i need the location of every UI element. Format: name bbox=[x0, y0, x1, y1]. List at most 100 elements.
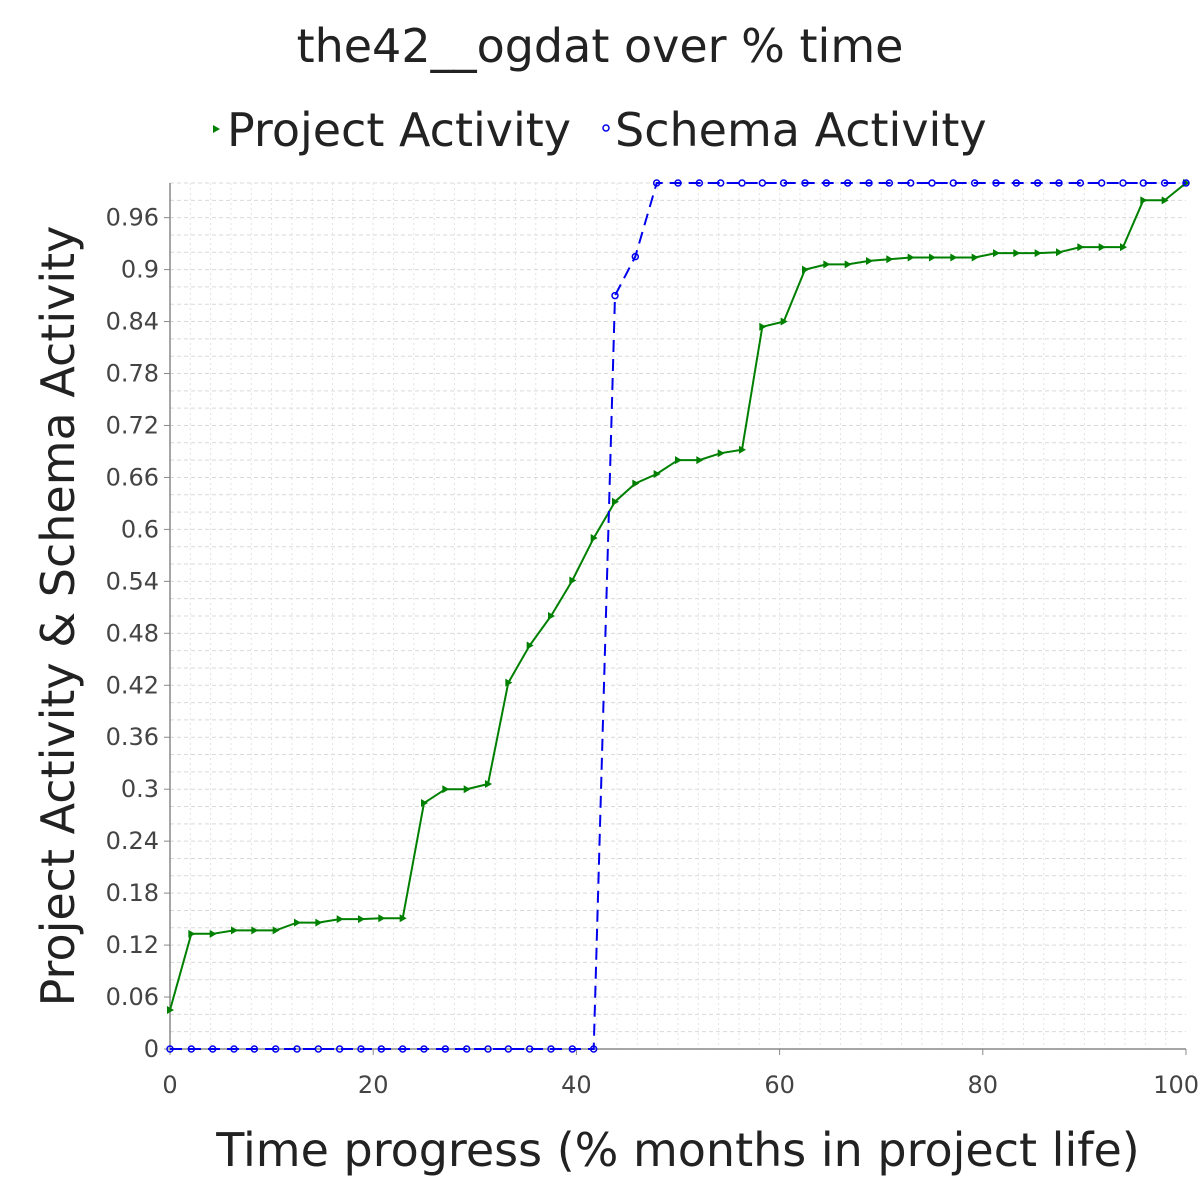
data-point-project-activity[interactable] bbox=[1077, 243, 1085, 252]
data-point-schema-activity[interactable] bbox=[547, 1045, 555, 1053]
data-point-schema-activity[interactable] bbox=[779, 179, 788, 187]
data-point-schema-activity[interactable] bbox=[314, 1045, 323, 1053]
data-point-project-activity[interactable] bbox=[780, 317, 788, 326]
data-point-schema-activity[interactable] bbox=[1055, 179, 1063, 187]
data-point-schema-activity[interactable] bbox=[992, 179, 1000, 187]
data-point-schema-activity[interactable] bbox=[758, 179, 767, 187]
data-point-project-activity[interactable] bbox=[907, 253, 915, 262]
data-point-project-activity[interactable] bbox=[272, 926, 280, 935]
data-point-project-activity[interactable] bbox=[971, 253, 979, 262]
data-point-schema-activity[interactable] bbox=[1097, 179, 1106, 187]
data-point-schema-activity[interactable] bbox=[611, 291, 619, 300]
legend-label-schema-activity: Schema Activity bbox=[615, 103, 987, 157]
data-point-schema-activity[interactable] bbox=[843, 179, 852, 187]
data-point-schema-activity[interactable] bbox=[293, 1045, 301, 1053]
data-point-schema-activity[interactable] bbox=[589, 1045, 598, 1053]
data-point-schema-activity[interactable] bbox=[484, 1045, 492, 1053]
data-point-project-activity[interactable] bbox=[717, 449, 725, 458]
data-point-project-activity[interactable] bbox=[1161, 196, 1169, 205]
data-point-project-activity[interactable] bbox=[1056, 248, 1063, 257]
data-point-schema-activity[interactable] bbox=[525, 1045, 534, 1053]
data-point-schema-activity[interactable] bbox=[1160, 179, 1169, 187]
data-point-schema-activity[interactable] bbox=[949, 179, 958, 187]
data-point-schema-activity[interactable] bbox=[801, 179, 809, 187]
data-point-project-activity[interactable] bbox=[590, 534, 598, 543]
data-point-schema-activity[interactable] bbox=[166, 1045, 174, 1053]
data-point-project-activity[interactable] bbox=[612, 497, 620, 506]
data-point-schema-activity[interactable] bbox=[906, 179, 915, 187]
data-point-project-activity[interactable] bbox=[209, 929, 217, 938]
data-point-schema-activity[interactable] bbox=[885, 179, 894, 187]
data-point-schema-activity[interactable] bbox=[970, 179, 979, 187]
data-point-project-activity[interactable] bbox=[188, 929, 196, 938]
data-point-schema-activity[interactable] bbox=[398, 1045, 407, 1053]
data-point-schema-activity[interactable] bbox=[357, 1045, 365, 1053]
data-point-project-activity[interactable] bbox=[315, 918, 323, 927]
data-point-project-activity[interactable] bbox=[759, 322, 767, 331]
data-point-schema-activity[interactable] bbox=[822, 179, 831, 187]
data-point-project-activity[interactable] bbox=[739, 445, 747, 454]
data-point-schema-activity[interactable] bbox=[230, 1045, 238, 1053]
data-point-project-activity[interactable] bbox=[844, 260, 852, 269]
data-point-project-activity[interactable] bbox=[823, 260, 831, 269]
data-point-project-activity[interactable] bbox=[251, 926, 259, 935]
data-point-project-activity[interactable] bbox=[548, 612, 555, 620]
data-point-project-activity[interactable] bbox=[463, 785, 471, 794]
data-point-schema-activity[interactable] bbox=[1076, 179, 1085, 187]
data-point-schema-activity[interactable] bbox=[865, 179, 873, 187]
data-point-project-activity[interactable] bbox=[950, 253, 958, 262]
data-point-project-activity[interactable] bbox=[1098, 243, 1106, 252]
data-point-project-activity[interactable] bbox=[485, 780, 493, 789]
data-point-project-activity[interactable] bbox=[526, 641, 534, 650]
data-point-schema-activity[interactable] bbox=[738, 179, 746, 187]
data-point-project-activity[interactable] bbox=[1013, 249, 1021, 258]
data-point-project-activity[interactable] bbox=[421, 799, 428, 808]
data-point-project-activity[interactable] bbox=[1140, 196, 1148, 205]
data-point-schema-activity[interactable] bbox=[1182, 179, 1190, 187]
data-point-project-activity[interactable] bbox=[696, 456, 704, 465]
data-point-schema-activity[interactable] bbox=[208, 1045, 217, 1053]
data-point-schema-activity[interactable] bbox=[377, 1045, 386, 1053]
data-point-schema-activity[interactable] bbox=[1119, 179, 1127, 187]
data-point-schema-activity[interactable] bbox=[652, 179, 661, 187]
legend-item-schema-activity[interactable]: Schema Activity bbox=[602, 103, 987, 157]
data-point-schema-activity[interactable] bbox=[1012, 179, 1021, 187]
data-point-project-activity[interactable] bbox=[442, 785, 450, 794]
data-point-schema-activity[interactable] bbox=[441, 1045, 450, 1053]
data-point-project-activity[interactable] bbox=[802, 265, 809, 274]
data-point-schema-activity[interactable] bbox=[568, 1045, 577, 1053]
data-point-project-activity[interactable] bbox=[336, 915, 344, 924]
data-point-schema-activity[interactable] bbox=[271, 1045, 280, 1053]
data-point-schema-activity[interactable] bbox=[695, 179, 704, 187]
legend-item-project-activity[interactable]: Project Activity bbox=[213, 103, 571, 157]
data-point-schema-activity[interactable] bbox=[716, 179, 725, 187]
data-point-schema-activity[interactable] bbox=[928, 179, 936, 187]
data-point-project-activity[interactable] bbox=[929, 253, 936, 262]
data-point-project-activity[interactable] bbox=[1034, 249, 1042, 258]
data-point-schema-activity[interactable] bbox=[335, 1045, 344, 1053]
data-point-schema-activity[interactable] bbox=[420, 1045, 428, 1053]
data-point-project-activity[interactable] bbox=[653, 469, 661, 478]
data-point-project-activity[interactable] bbox=[231, 926, 239, 935]
data-point-project-activity[interactable] bbox=[675, 456, 682, 465]
data-point-project-activity[interactable] bbox=[167, 1006, 174, 1015]
data-point-project-activity[interactable] bbox=[993, 249, 1001, 258]
data-point-project-activity[interactable] bbox=[1120, 243, 1128, 252]
data-point-schema-activity[interactable] bbox=[1139, 179, 1148, 187]
data-point-schema-activity[interactable] bbox=[187, 1045, 196, 1053]
data-point-schema-activity[interactable] bbox=[504, 1045, 513, 1053]
data-point-project-activity[interactable] bbox=[294, 918, 301, 927]
data-point-project-activity[interactable] bbox=[399, 914, 407, 923]
data-point-project-activity[interactable] bbox=[632, 479, 640, 488]
data-point-project-activity[interactable] bbox=[866, 256, 874, 265]
data-point-schema-activity[interactable] bbox=[1033, 179, 1042, 187]
data-point-project-activity[interactable] bbox=[378, 914, 386, 923]
data-point-schema-activity[interactable] bbox=[631, 252, 640, 261]
data-point-schema-activity[interactable] bbox=[250, 1045, 259, 1053]
data-point-project-activity[interactable] bbox=[886, 255, 894, 264]
data-point-project-activity[interactable] bbox=[569, 576, 577, 585]
data-point-project-activity[interactable] bbox=[358, 915, 366, 924]
data-point-project-activity[interactable] bbox=[505, 678, 513, 687]
data-point-schema-activity[interactable] bbox=[462, 1045, 471, 1053]
data-point-schema-activity[interactable] bbox=[674, 179, 682, 187]
